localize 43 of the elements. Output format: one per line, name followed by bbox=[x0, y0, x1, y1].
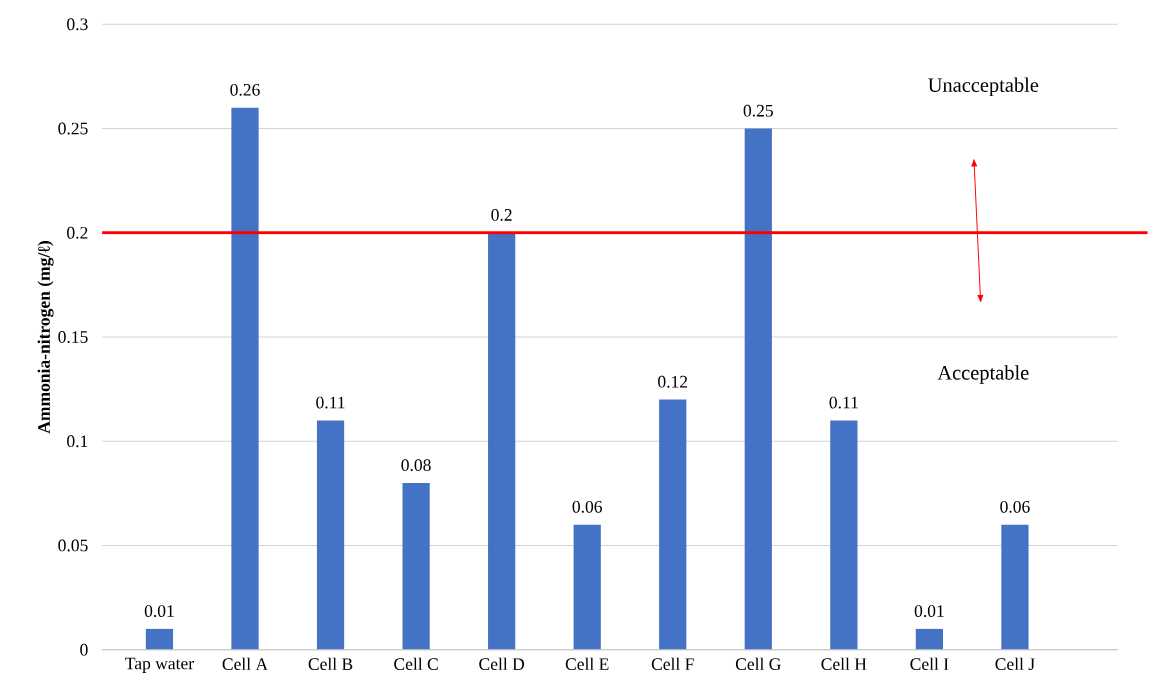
data-label: 0.2 bbox=[491, 209, 512, 222]
x-tick-label: Cell A bbox=[222, 657, 268, 671]
bar bbox=[659, 399, 687, 650]
data-label: 0.25 bbox=[743, 105, 773, 117]
bar bbox=[744, 128, 772, 650]
data-label: 0.01 bbox=[914, 605, 944, 618]
y-tick-label: 0.2 bbox=[67, 227, 88, 239]
bar bbox=[231, 107, 259, 650]
y-tick-label: 0.15 bbox=[58, 331, 88, 344]
data-label: 0.26 bbox=[230, 84, 260, 97]
x-tick-label: Cell D bbox=[479, 657, 525, 671]
data-label: 0.06 bbox=[1000, 501, 1030, 513]
bar bbox=[915, 629, 944, 650]
data-label: 0.08 bbox=[401, 459, 431, 472]
bar bbox=[145, 629, 174, 650]
y-tick-label: 0 bbox=[80, 644, 88, 656]
data-label: 0.01 bbox=[144, 605, 174, 618]
data-label: 0.11 bbox=[829, 396, 858, 409]
bar bbox=[573, 524, 601, 650]
annotation: Unacceptable bbox=[928, 77, 1039, 97]
bar bbox=[402, 483, 430, 650]
x-tick-label: Cell E bbox=[565, 657, 609, 671]
y-tick-label: 0.05 bbox=[58, 539, 88, 552]
bar bbox=[488, 233, 516, 650]
x-tick-label: Cell F bbox=[651, 657, 694, 671]
x-tick-label: Tap water bbox=[125, 657, 194, 674]
bar bbox=[830, 420, 858, 650]
y-tick-label: 0.3 bbox=[67, 18, 88, 31]
y-tick-label: 0.1 bbox=[67, 435, 88, 448]
x-tick-label: Cell J bbox=[995, 657, 1035, 671]
x-tick-label: Cell C bbox=[394, 657, 438, 671]
data-label: 0.11 bbox=[316, 396, 345, 409]
bar bbox=[316, 420, 345, 650]
data-label: 0.06 bbox=[572, 501, 602, 513]
x-tick-label: Cell G bbox=[735, 657, 781, 671]
data-label: 0.12 bbox=[658, 376, 688, 388]
y-tick-label: 0.25 bbox=[58, 122, 88, 135]
bar bbox=[1001, 524, 1029, 650]
y-axis-title: Ammonia-nitrogen (mg/ℓ) bbox=[37, 241, 54, 434]
x-tick-label: Cell H bbox=[821, 657, 867, 671]
annotation: Acceptable bbox=[937, 365, 1029, 385]
x-tick-label: Cell I bbox=[910, 657, 949, 671]
x-tick-label: Cell B bbox=[308, 657, 353, 671]
